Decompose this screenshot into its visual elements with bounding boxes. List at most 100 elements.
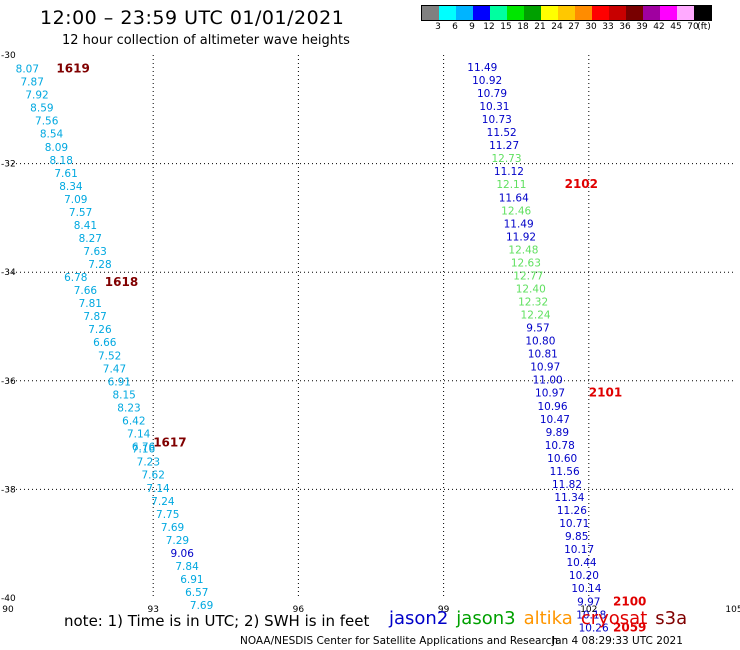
- legend-swatch: [422, 6, 439, 20]
- wave-height-label: 10.44: [567, 557, 597, 569]
- legend-tick-label: 9: [469, 22, 475, 32]
- legend-tick-label: 3: [435, 22, 441, 32]
- page-subtitle: 12 hour collection of altimeter wave hei…: [62, 33, 350, 48]
- legend-tick-label: 6: [452, 22, 458, 32]
- wave-height-label: 8.34: [59, 181, 83, 193]
- legend-tick-label: 36: [619, 22, 631, 32]
- wave-height-label: 11.56: [550, 466, 580, 478]
- wave-height-label: 7.52: [98, 350, 121, 362]
- wave-height-label: 7.66: [74, 285, 98, 297]
- legend-swatch: [490, 6, 507, 20]
- satellite-jason3: jason3: [456, 608, 516, 629]
- legend-swatch: [541, 6, 558, 20]
- legend-swatch: [473, 6, 490, 20]
- wave-height-label: 10.80: [525, 336, 555, 348]
- wave-height-label: 7.62: [142, 470, 165, 482]
- legend-swatch: [592, 6, 609, 20]
- y-tick-label: -34: [1, 268, 16, 278]
- wave-height-label: 10.73: [482, 114, 512, 126]
- wave-height-label: 7.69: [161, 522, 184, 534]
- legend-swatch: [507, 6, 524, 20]
- wave-height-label: 11.26: [557, 505, 587, 517]
- wave-height-label: 10.97: [530, 362, 560, 374]
- wave-height-label: 10.18: [576, 609, 606, 621]
- x-tick-label: 96: [293, 605, 305, 615]
- legend-tick-label: 24: [551, 22, 563, 32]
- wave-height-label: 8.23: [117, 402, 140, 414]
- legend-tick-label: 15: [500, 22, 512, 32]
- legend-tick-label: 33: [602, 22, 614, 32]
- wave-height-label: 7.47: [103, 363, 126, 375]
- wave-height-label: 6.57: [185, 587, 208, 599]
- pass-time-label: 1619: [56, 62, 89, 76]
- footer-timestamp: Jan 4 08:29:33 UTC 2021: [552, 635, 683, 647]
- legend-tick-label: 30: [585, 22, 597, 32]
- legend-swatch: [643, 6, 660, 20]
- wave-height-label: 7.26: [88, 324, 112, 336]
- wave-height-label: 7.16: [132, 444, 156, 456]
- wave-height-label: 7.87: [21, 77, 44, 89]
- wave-height-label: 10.97: [535, 388, 565, 400]
- legend-swatch: [626, 6, 643, 20]
- wave-height-label: 7.28: [88, 259, 111, 271]
- satellite-key: jason2 jason3 altika cryosat s3a: [389, 608, 695, 629]
- y-tick-label: -36: [1, 377, 16, 387]
- wave-height-label: 10.60: [547, 453, 577, 465]
- wave-height-label: 10.26: [579, 622, 609, 634]
- wave-height-label: 7.84: [175, 561, 199, 573]
- y-tick-label: -30: [1, 51, 16, 61]
- wave-height-label: 10.20: [569, 570, 599, 582]
- legend-swatch: [524, 6, 541, 20]
- wave-height-label: 11.00: [533, 375, 563, 387]
- legend-swatch: [694, 6, 711, 20]
- y-tick-label: -38: [1, 485, 16, 495]
- satellite-s3a: s3a: [655, 608, 688, 629]
- wave-height-label: 6.76: [132, 442, 156, 454]
- pass-time-label: 1618: [105, 275, 138, 289]
- wave-height-label: 9.06: [171, 548, 195, 560]
- wave-height-label: 7.75: [156, 509, 179, 521]
- wave-height-label: 6.91: [180, 574, 203, 586]
- wave-height-label: 11.49: [504, 218, 534, 230]
- legend-swatch: [439, 6, 456, 20]
- wave-height-label: 8.41: [74, 220, 97, 232]
- legend-tick-label: 12: [483, 22, 495, 32]
- pass-time-label: 2101: [589, 386, 622, 400]
- wave-height-label: 10.78: [545, 440, 575, 452]
- wave-height-label: 12.77: [513, 270, 543, 282]
- wave-height-label: 11.82: [552, 479, 582, 491]
- wave-height-label: 8.07: [16, 64, 39, 76]
- wave-height-label: 7.14: [146, 483, 170, 495]
- wave-height-label: 12.24: [521, 310, 551, 322]
- wave-height-label: 7.24: [151, 496, 175, 508]
- wave-height-label: 11.27: [489, 140, 519, 152]
- legend-tick-label: 45: [670, 22, 682, 32]
- x-tick-label: 105: [725, 605, 740, 615]
- x-tick-label: 99: [438, 605, 450, 615]
- satellite-cryosat: cryosat: [580, 608, 648, 629]
- wave-height-label: 7.14: [127, 428, 151, 440]
- wave-height-label: 11.92: [506, 231, 536, 243]
- wave-height-label: 11.64: [499, 192, 529, 204]
- wave-height-label: 9.85: [565, 531, 588, 543]
- wave-height-label: 10.71: [559, 518, 589, 530]
- wave-height-label: 8.09: [45, 142, 68, 154]
- wave-height-label: 8.59: [30, 103, 53, 115]
- wave-height-label: 11.12: [494, 166, 524, 178]
- wave-height-label: 10.81: [528, 349, 558, 361]
- wave-height-label: 6.91: [108, 376, 131, 388]
- wave-height-label: 7.63: [83, 246, 106, 258]
- y-tick-label: -40: [1, 594, 16, 604]
- wave-height-label: 10.31: [479, 101, 509, 113]
- wave-height-label: 7.23: [137, 457, 160, 469]
- wave-height-label: 12.46: [501, 205, 531, 217]
- wave-height-label: 10.92: [472, 75, 502, 87]
- wave-height-label: 12.11: [496, 179, 526, 191]
- footer-credit: NOAA/NESDIS Center for Satellite Applica…: [240, 635, 558, 647]
- time-labels: 1619 1618 1617 2102 2101 2100 2059: [56, 62, 646, 635]
- wave-height-label: 12.32: [518, 297, 548, 309]
- legend-tick-label: 70: [687, 22, 699, 32]
- wave-height-label: 10.79: [477, 88, 507, 100]
- wave-height-label: 9.97: [577, 596, 600, 608]
